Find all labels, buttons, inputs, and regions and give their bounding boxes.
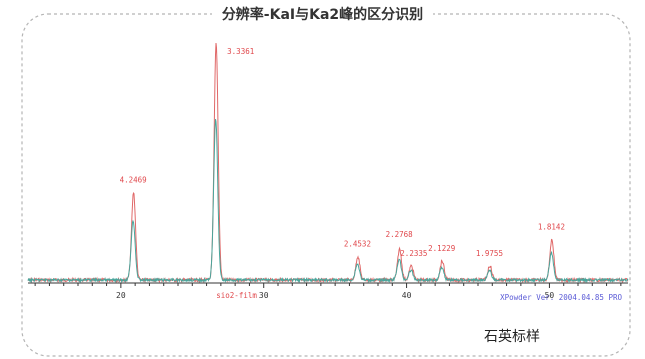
sample-caption: 石英标样 <box>484 329 540 345</box>
frame-border <box>21 13 631 357</box>
peak-label: 2.1229 <box>428 244 455 253</box>
peak-label: 3.3361 <box>227 47 254 56</box>
peak-label: 2.2768 <box>386 230 414 239</box>
x-tick-label: 20 <box>116 291 126 300</box>
series-teal-trace <box>27 119 629 284</box>
peak-label: 1.8142 <box>538 223 565 232</box>
peak-label: 2.4532 <box>344 239 371 248</box>
x-tick-label: 30 <box>259 291 269 300</box>
software-footer: XPowder Ver. 2004.04.85 PRO <box>500 293 622 302</box>
peak-label: 4.2469 <box>120 175 147 184</box>
peak-label: 1.9755 <box>476 249 503 258</box>
x-tick-label: 50 <box>545 291 555 300</box>
chart-title: 分辨率-KaI与Ka2峰的区分识别 <box>0 4 645 24</box>
x-axis-label: sio2-film <box>216 291 257 300</box>
series-red-trace <box>27 42 629 284</box>
x-tick-label: 40 <box>402 291 412 300</box>
peak-label: 2.2335 <box>400 249 427 258</box>
plot-area: 20 30 40 50 4.2469 3.3361 2.4532 2.2768 2.23352.… <box>27 42 629 302</box>
